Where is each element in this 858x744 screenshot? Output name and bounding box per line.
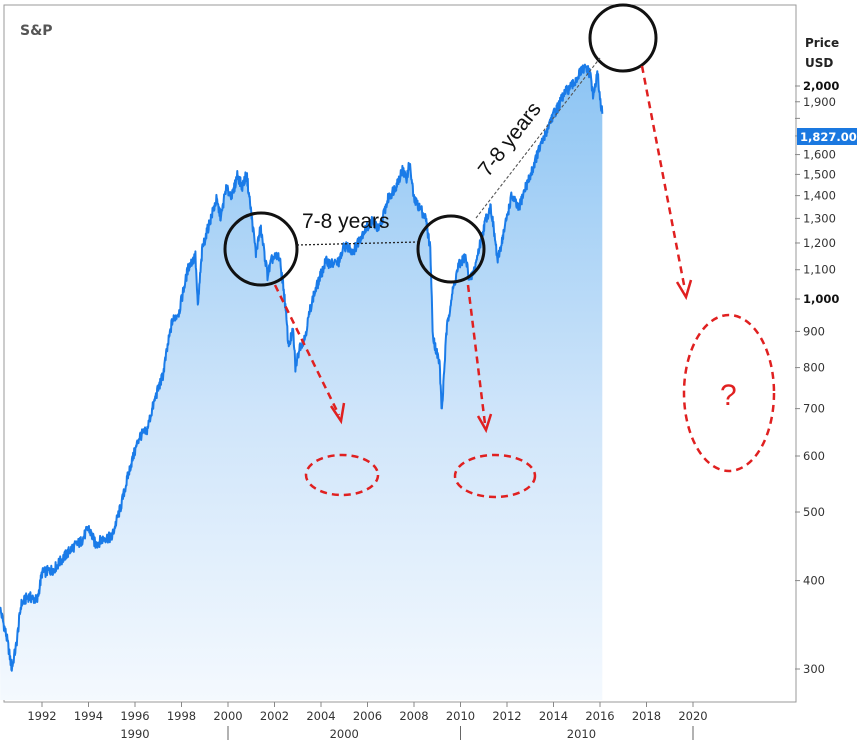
x-tick-label: 2002 <box>260 709 289 723</box>
peak-circle-2007 <box>416 214 486 284</box>
red-arrow-2008 <box>466 284 493 434</box>
y-tick-label: 900 <box>803 324 825 338</box>
x-tick-label: 1998 <box>167 709 196 723</box>
x-tick-label: 2000 <box>213 709 242 723</box>
trough-ellipse-2003 <box>304 453 380 497</box>
y-tick-label: 600 <box>803 449 825 463</box>
area-layer <box>0 64 603 701</box>
y-tick-label: 700 <box>803 402 825 416</box>
y-tick-label: 1,500 <box>803 167 836 181</box>
y-tick-label: 1,100 <box>803 263 836 277</box>
x-decade-label: 2000 <box>330 727 359 741</box>
peak-circle-2015 <box>588 3 658 73</box>
y-tick-label: 1,400 <box>803 189 836 203</box>
chart-title: S&P <box>20 23 53 39</box>
current-value-label: 1,827.00 <box>800 130 857 144</box>
x-decade-label: 1990 <box>120 727 149 741</box>
red-arrow-future <box>640 65 693 301</box>
connector-2007-2015 <box>475 57 601 219</box>
peak-circle-2000 <box>223 211 299 287</box>
x-tick-label: 2010 <box>446 709 475 723</box>
y-tick-label: 2,000 <box>803 79 839 93</box>
y-tick-label: 500 <box>803 505 825 519</box>
plot-frame <box>3 4 797 703</box>
current-value-tag: 1,827.00 <box>797 128 857 145</box>
x-decade-label: 2010 <box>567 727 596 741</box>
y-tick-label: 300 <box>803 662 825 676</box>
series-area <box>0 64 603 701</box>
x-tick-label: 2020 <box>678 709 707 723</box>
x-tick-label: 2006 <box>353 709 382 723</box>
y-tick-label: 1,200 <box>803 236 836 250</box>
y-tick-label: 400 <box>803 574 825 588</box>
connector-2000-2007 <box>296 241 419 246</box>
y-axis-label-price: Price <box>805 36 839 50</box>
current-value-box <box>797 128 857 145</box>
trough-ellipse-2009 <box>453 453 537 499</box>
series-line <box>0 63 604 672</box>
y-tick-label: 1,300 <box>803 211 836 225</box>
future-ellipse <box>682 313 776 473</box>
x-axis: 1992 1994 1996 1998 2000 2002 2004 2006 2008 2010… <box>27 702 708 741</box>
x-tick-label: 2016 <box>585 709 614 723</box>
y-axis-label-usd: USD <box>805 56 833 70</box>
x-tick-label: 2012 <box>492 709 521 723</box>
x-tick-label: 1994 <box>74 709 103 723</box>
question-mark: ? <box>720 379 737 412</box>
x-tick-label: 2004 <box>306 709 335 723</box>
x-tick-label: 2008 <box>399 709 428 723</box>
annotation-7-8-years-horizontal: 7-8 years <box>302 210 390 233</box>
x-tick-label: 1992 <box>27 709 56 723</box>
y-tick-label: 1,900 <box>803 95 836 109</box>
y-tick-label: 1,600 <box>803 148 836 162</box>
y-tick-label: 800 <box>803 361 825 375</box>
x-tick-label: 2018 <box>632 709 661 723</box>
x-tick-label: 1996 <box>120 709 149 723</box>
line-layer <box>0 63 604 672</box>
x-tick-label: 2014 <box>539 709 568 723</box>
y-axis: 300 400 500 600 700 800 900 1,000 1,100 1,200 1,30… <box>795 79 839 676</box>
red-arrow-2000 <box>273 284 346 425</box>
y-tick-label: 1,000 <box>803 292 839 306</box>
